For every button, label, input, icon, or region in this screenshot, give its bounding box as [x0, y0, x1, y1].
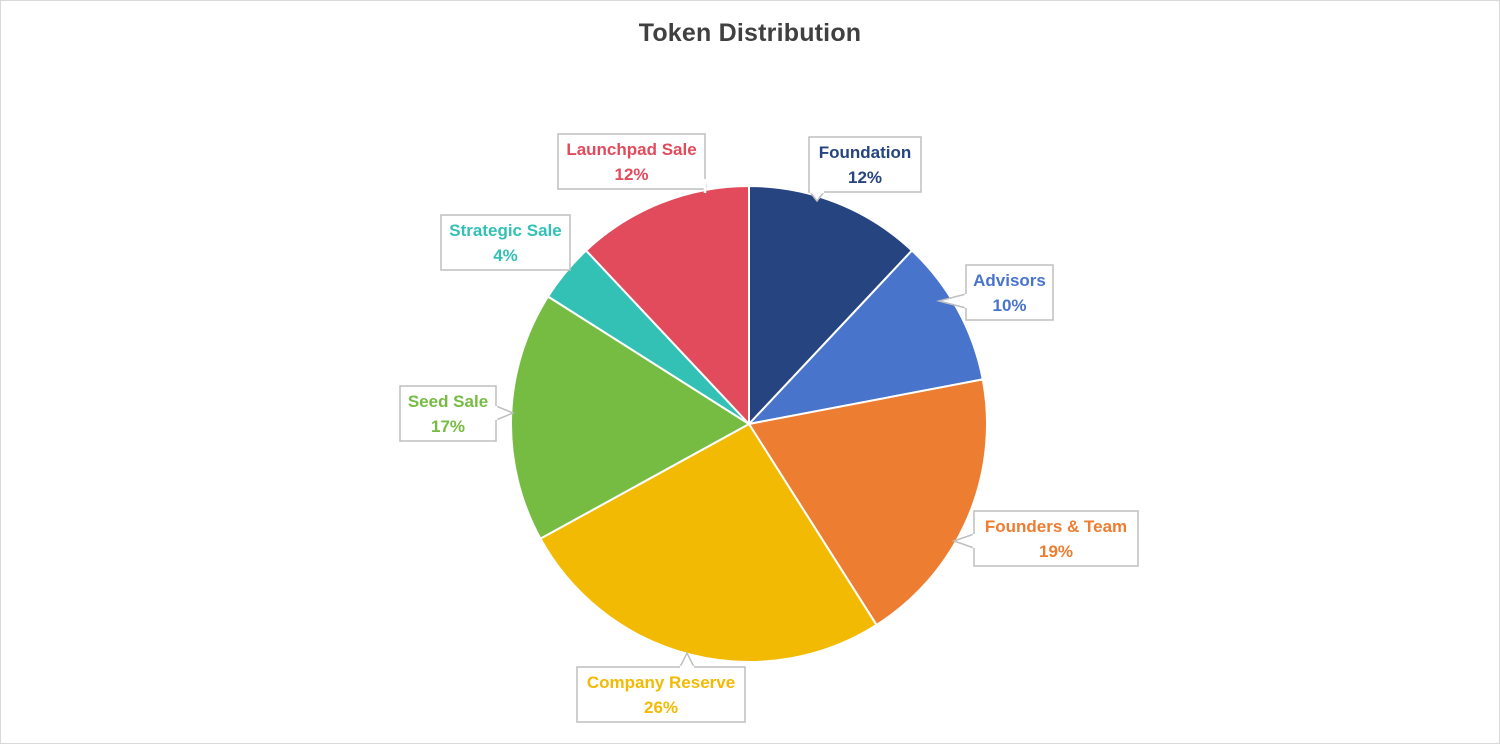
data-label-value: 17%: [431, 417, 465, 436]
callout-box: [399, 385, 497, 442]
callout-advisors: Advisors 10%: [936, 264, 1054, 321]
data-label-category: Strategic Sale: [449, 221, 561, 240]
callout-launchpad-sale: Launchpad Sale 12%: [557, 133, 707, 194]
chart-title: Token Distribution: [638, 19, 862, 47]
data-label-value: 12%: [848, 168, 882, 187]
data-label-category: Launchpad Sale: [566, 140, 696, 159]
callout-box: [973, 510, 1139, 567]
callout-box: [440, 214, 571, 271]
data-label-value: 10%: [992, 296, 1026, 315]
callout-pointer: [495, 405, 515, 421]
data-label-value: 4%: [493, 246, 518, 265]
callout-founders-and-team: Founders & Team 19%: [951, 510, 1139, 567]
pie-slice-foundation: [748, 185, 913, 425]
data-label-value: 26%: [644, 698, 678, 717]
callout-pointer: [951, 533, 975, 549]
data-label-category: Company Reserve: [587, 673, 735, 692]
pie-slice-company-reserve: [539, 423, 878, 663]
data-label-category: Foundation: [819, 143, 912, 162]
callout-strategic-sale: Strategic Sale 4%: [440, 214, 571, 271]
pie-slice-advisors: [748, 249, 984, 425]
pie-slices: [510, 185, 988, 663]
data-label-category: Founders & Team: [985, 517, 1127, 536]
pie-slice-launchpad-sale: [585, 185, 750, 425]
callout-company-reserve: Company Reserve 26%: [576, 651, 746, 723]
data-labels: Foundation 12% Advisors 10% Founders & Team 1…: [399, 133, 1139, 723]
data-label-category: Advisors: [973, 271, 1046, 290]
pie-slice-founders-and-team: [748, 378, 988, 626]
callout-foundation: Foundation 12%: [808, 136, 922, 203]
callout-pointer: [936, 293, 967, 309]
callout-box: [557, 133, 706, 190]
pie-slice-seed-sale: [510, 295, 750, 540]
callout-pointer: [809, 191, 825, 203]
callout-box: [965, 264, 1054, 321]
data-label-value: 12%: [614, 165, 648, 184]
data-label-value: 19%: [1039, 542, 1073, 561]
data-label-category: Seed Sale: [408, 392, 488, 411]
callout-pointer: [679, 651, 695, 668]
callout-seed-sale: Seed Sale 17%: [399, 385, 515, 442]
callout-box: [808, 136, 922, 193]
callout-box: [576, 666, 746, 723]
